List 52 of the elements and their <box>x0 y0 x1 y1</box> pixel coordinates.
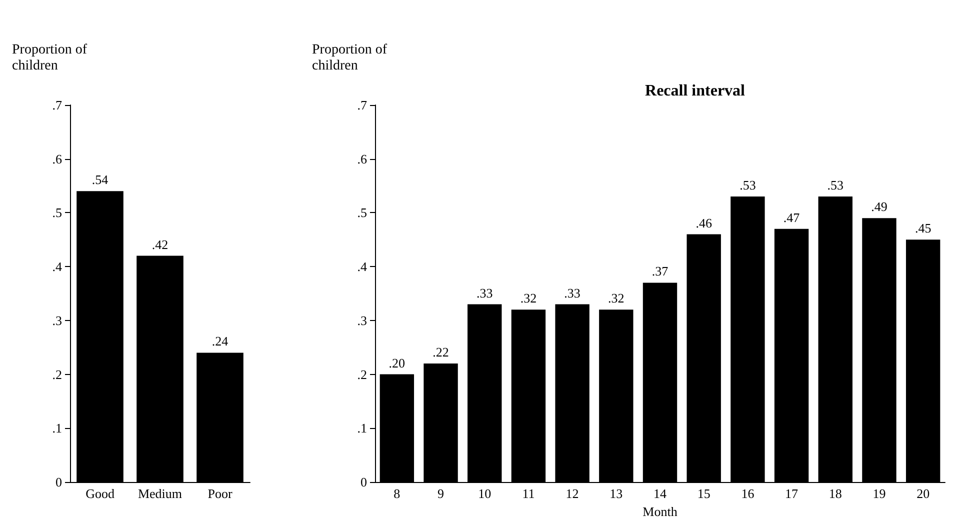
x-tick-label: 18 <box>828 486 842 501</box>
data-label: .45 <box>914 220 932 236</box>
y-tick-label: .4 <box>357 259 368 274</box>
y-tick-label: .5 <box>52 205 62 220</box>
y-tick-label: .3 <box>52 312 62 328</box>
data-label: .54 <box>92 172 109 188</box>
data-label: .22 <box>432 344 449 360</box>
y-tick-label: .6 <box>52 151 62 166</box>
x-tick-label: 19 <box>872 486 886 501</box>
y-tick-label: 0 <box>360 474 367 490</box>
x-tick-label: 9 <box>438 486 444 501</box>
data-label: .33 <box>476 285 493 300</box>
x-tick-label: 20 <box>916 486 930 501</box>
x-tick-label: 16 <box>741 486 755 501</box>
x-tick-label: 14 <box>654 486 667 501</box>
data-label: .53 <box>740 178 756 193</box>
y-tick-label: .1 <box>357 420 367 436</box>
data-label: .42 <box>152 236 168 252</box>
x-tick-label: 8 <box>394 486 400 501</box>
y-tick-label: 0 <box>56 474 62 490</box>
y-tick-label: .3 <box>357 312 367 328</box>
y-tick-label: .7 <box>357 98 368 112</box>
data-label: .20 <box>388 355 406 370</box>
y-tick-label: .2 <box>357 366 367 382</box>
y-tick-label: .5 <box>357 205 367 220</box>
y-tick-label: .1 <box>52 420 62 436</box>
x-tick-label: 11 <box>522 486 535 501</box>
chart-title: Recall interval <box>645 82 746 100</box>
data-label: .47 <box>783 210 800 225</box>
data-label: .46 <box>696 215 712 230</box>
data-label: .32 <box>520 290 537 306</box>
y-axis-title: Proportion of children <box>312 42 391 74</box>
data-label: .53 <box>827 178 844 193</box>
x-tick-label: Medium <box>138 486 182 501</box>
data-label: .49 <box>871 199 888 214</box>
x-tick-label: 13 <box>610 486 623 501</box>
y-tick-label: .6 <box>357 151 368 166</box>
x-tick-label: Good <box>86 486 115 501</box>
data-label: .33 <box>564 285 580 300</box>
x-tick-label: 17 <box>785 486 799 501</box>
y-tick-label: .4 <box>52 259 62 274</box>
x-tick-label: Poor <box>208 486 233 501</box>
x-tick-label: 12 <box>566 486 579 501</box>
y-axis-title: Proportion of children <box>12 42 91 74</box>
data-label: .37 <box>652 264 669 279</box>
x-axis-title: Month <box>642 504 678 519</box>
y-tick-label: .7 <box>52 98 62 112</box>
data-label: .32 <box>608 290 624 306</box>
x-tick-label: 15 <box>697 486 710 501</box>
y-tick-label: .2 <box>52 366 62 382</box>
x-tick-label: 10 <box>478 486 492 501</box>
data-label: .24 <box>212 334 229 349</box>
